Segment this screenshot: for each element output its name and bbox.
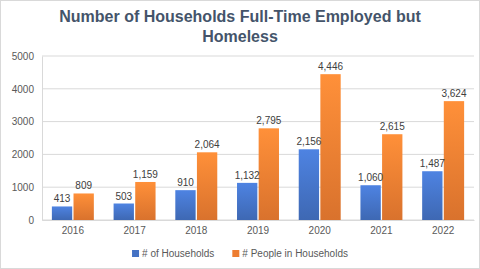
data-label: 503 <box>115 191 132 202</box>
data-label: 2,795 <box>256 115 281 126</box>
bar <box>299 149 319 220</box>
bar <box>259 128 279 220</box>
y-tick-label: 3000 <box>12 116 35 127</box>
data-label: 1,487 <box>420 158 445 169</box>
y-tick: 3000 <box>12 116 42 127</box>
y-tick: 1000 <box>12 182 42 193</box>
grid-line <box>42 220 474 221</box>
grid-line <box>42 187 474 188</box>
y-axis: 0 1000 2000 3000 4000 5000 <box>12 51 43 226</box>
bar <box>320 74 340 220</box>
data-label: 4,446 <box>318 61 343 72</box>
title: Number of Households Full-Time Employed … <box>59 8 421 45</box>
data-label: 413 <box>54 193 71 204</box>
x-tick: 2017 <box>123 220 146 236</box>
bar <box>237 183 257 220</box>
bars <box>52 74 464 220</box>
x-tick-label: 2016 <box>62 225 85 236</box>
x-tick-label: 2017 <box>123 225 146 236</box>
bar <box>175 190 195 220</box>
x-tick: 2021 <box>370 220 393 236</box>
legend: # of Households # People in Households <box>132 248 348 259</box>
y-tick: 5000 <box>12 51 42 62</box>
grid-line <box>42 88 474 89</box>
bar <box>360 185 380 220</box>
y-axis-line <box>42 57 43 221</box>
x-tick: 2016 <box>62 220 85 236</box>
x-tick: 2019 <box>247 220 270 236</box>
plot: 0 1000 2000 3000 4000 5000 413 503 910 1,132 2,156… <box>12 51 475 236</box>
data-label: 910 <box>177 177 194 188</box>
legend-item: # People in Households <box>232 248 348 259</box>
bar <box>52 206 72 220</box>
y-tick-label: 5000 <box>12 51 35 62</box>
x-axis: 2016 2017 2018 2019 2020 2021 2022 <box>43 220 475 236</box>
chart-frame <box>1 1 480 269</box>
bar <box>382 134 402 220</box>
y-tick-label: 2000 <box>12 149 35 160</box>
legend-swatch <box>132 250 139 257</box>
y-tick: 0 <box>28 215 42 226</box>
data-label: 1,159 <box>133 169 158 180</box>
bar <box>74 193 94 220</box>
x-tick-label: 2020 <box>309 225 332 236</box>
bar <box>114 204 134 220</box>
bar <box>135 182 155 220</box>
x-tick-label: 2018 <box>185 225 208 236</box>
legend-item: # of Households <box>132 248 214 259</box>
legend-swatch <box>232 250 239 257</box>
x-tick: 2020 <box>309 220 332 236</box>
x-tick: 2018 <box>185 220 208 236</box>
x-tick: 2022 <box>432 220 455 236</box>
data-label: 2,615 <box>380 121 405 132</box>
x-tick-label: 2022 <box>432 225 455 236</box>
bar <box>422 171 442 220</box>
data-label: 1,060 <box>358 172 383 183</box>
y-tick-label: 1000 <box>12 182 35 193</box>
x-tick-label: 2019 <box>247 225 270 236</box>
data-label: 1,132 <box>235 170 260 181</box>
chart: Number of Households Full-Time Employed … <box>0 0 480 269</box>
x-axis-line <box>43 220 475 221</box>
legend-label: # of Households <box>142 248 214 259</box>
bar <box>197 152 217 220</box>
data-label: 809 <box>75 180 92 191</box>
grid-line <box>42 56 474 57</box>
bar <box>444 101 464 220</box>
y-tick: 2000 <box>12 149 42 160</box>
x-tick-label: 2021 <box>370 225 393 236</box>
grid <box>42 56 474 220</box>
y-tick-label: 4000 <box>12 84 35 95</box>
bar-series <box>74 74 465 220</box>
y-tick: 4000 <box>12 84 42 95</box>
data-label: 2,064 <box>195 139 220 150</box>
legend-label: # People in Households <box>242 248 348 259</box>
data-labels: 413 503 910 1,132 2,156 1,060 1,487 809 1,159 2,0… <box>54 61 467 204</box>
data-label: 2,156 <box>296 136 321 147</box>
y-tick-label: 0 <box>28 215 34 226</box>
grid-line <box>42 154 474 155</box>
data-label: 3,624 <box>441 88 466 99</box>
